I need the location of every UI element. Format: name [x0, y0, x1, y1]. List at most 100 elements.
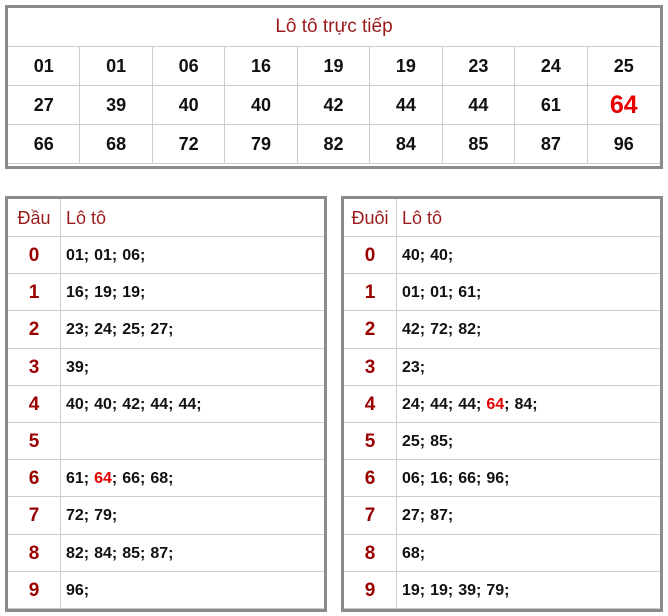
separator: ; — [504, 395, 510, 413]
row-numbers: 40; 40; — [397, 237, 458, 273]
row-key: 4 — [344, 385, 397, 422]
lotto-number: 06 — [122, 247, 141, 264]
lotto-number: 42 — [402, 321, 420, 339]
row-numbers: 40; 40; 42; 44; 44; — [61, 386, 207, 422]
lotto-number: 87 — [430, 507, 448, 525]
header-row: Đầu Lô tô — [8, 199, 324, 237]
separator: ; — [140, 544, 146, 562]
lotto-number: 72 — [430, 321, 448, 339]
lotto-number: 27 — [150, 321, 169, 339]
separator: ; — [111, 321, 118, 339]
row-key: 3 — [344, 348, 397, 385]
live-number: 24 — [515, 47, 588, 86]
lotto-number: 96 — [486, 470, 505, 488]
separator: ; — [419, 358, 426, 376]
lotto-number: 44 — [178, 395, 197, 413]
row-key: 5 — [8, 422, 61, 460]
separator: ; — [476, 470, 482, 488]
lotto-number: 44 — [150, 395, 169, 413]
separator: ; — [419, 395, 426, 413]
row-key: 7 — [8, 497, 61, 534]
row-numbers: 68; — [397, 535, 430, 571]
lotto-number: 82 — [66, 544, 84, 562]
lotto-number: 06 — [402, 470, 420, 488]
row-key: 8 — [8, 534, 61, 571]
live-number: 44 — [370, 86, 443, 125]
lotto-number: 19 — [430, 581, 448, 599]
row-key: 7 — [344, 497, 397, 534]
separator: ; — [168, 470, 174, 488]
lotto-number: 40 — [94, 395, 112, 413]
row-numbers: 39; — [61, 349, 94, 385]
lotto-number: 19 — [122, 284, 141, 302]
live-number: 68 — [80, 125, 153, 164]
table-row: 2 23; 24; 25; 27; — [8, 311, 324, 349]
table-row: 8 68; — [344, 534, 660, 572]
row-numbers: 16; 19; 19; — [61, 274, 150, 310]
row-key: 9 — [8, 571, 61, 608]
separator: ; — [447, 470, 454, 488]
live-number: 82 — [297, 125, 371, 164]
lotto-number: 25 — [402, 432, 420, 450]
lotto-number: 44 — [430, 395, 448, 413]
lotto-number: 19 — [94, 284, 112, 302]
lotto-number: 23 — [402, 358, 420, 376]
lotto-number: 61 — [66, 470, 84, 488]
live-number: 64 — [587, 86, 660, 125]
separator: ; — [419, 432, 426, 450]
row-key: 5 — [344, 422, 397, 460]
lotto-number: 64 — [486, 395, 505, 413]
lotto-number: 96 — [66, 581, 84, 599]
tail-table: Đuôi Lô tô 0 40; 40; 1 01; 01; 61; 2 42; 72; 82; 3 23;… — [341, 196, 663, 612]
live-number: 27 — [8, 86, 81, 125]
lotto-number: 85 — [430, 432, 448, 450]
live-number: 25 — [587, 47, 660, 86]
live-number: 72 — [152, 125, 226, 164]
table-row: 9 19; 19; 39; 79; — [344, 571, 660, 609]
live-panel: Lô tô trực tiếp 01 01 06 16 19 19 23 24 25 27 39 40… — [5, 5, 663, 169]
lotto-number: 87 — [150, 544, 169, 562]
lotto-number: 84 — [94, 544, 112, 562]
lotto-number: 72 — [66, 507, 84, 525]
table-row: 7 72; 79; — [8, 497, 324, 535]
separator: ; — [447, 581, 454, 599]
lotto-number: 84 — [514, 395, 533, 413]
table-row: 0 01; 01; 06; — [8, 237, 324, 275]
separator: ; — [419, 247, 426, 264]
live-number: 96 — [587, 125, 660, 164]
separator: ; — [83, 358, 90, 376]
row-key: 2 — [344, 311, 397, 348]
separator: ; — [111, 395, 118, 413]
live-number: 23 — [442, 47, 516, 86]
separator: ; — [83, 284, 90, 302]
lotto-number: 68 — [150, 470, 169, 488]
row-numbers: 06; 16; 66; 96; — [397, 460, 515, 496]
separator: ; — [111, 284, 118, 302]
row-numbers — [61, 423, 66, 459]
separator: ; — [532, 395, 538, 413]
table-row: 5 25; 85; — [344, 422, 660, 461]
lotto-number: 24 — [94, 321, 112, 339]
live-number: 19 — [370, 47, 443, 86]
row-numbers: 23; 24; 25; 27; — [61, 311, 179, 347]
row-numbers: 25; 85; — [397, 423, 458, 459]
separator: ; — [168, 395, 174, 413]
separator: ; — [419, 507, 426, 525]
live-number: 85 — [442, 125, 516, 164]
separator: ; — [476, 395, 482, 413]
separator: ; — [83, 470, 90, 488]
table-row: 6 61; 64; 66; 68; — [8, 460, 324, 498]
live-number: 87 — [515, 125, 588, 164]
separator: ; — [447, 247, 454, 264]
live-number: 19 — [297, 47, 371, 86]
table-row: 3 39; — [8, 348, 324, 386]
lotto-number: 39 — [66, 358, 84, 376]
live-number: 84 — [370, 125, 443, 164]
lotto-number: 68 — [402, 544, 420, 562]
separator: ; — [83, 247, 90, 264]
table-row: 6 06; 16; 66; 96; — [344, 460, 660, 498]
row-key: 2 — [8, 311, 61, 348]
row-numbers: 19; 19; 39; 79; — [397, 572, 515, 608]
separator: ; — [140, 321, 146, 339]
lotto-number: 42 — [122, 395, 141, 413]
